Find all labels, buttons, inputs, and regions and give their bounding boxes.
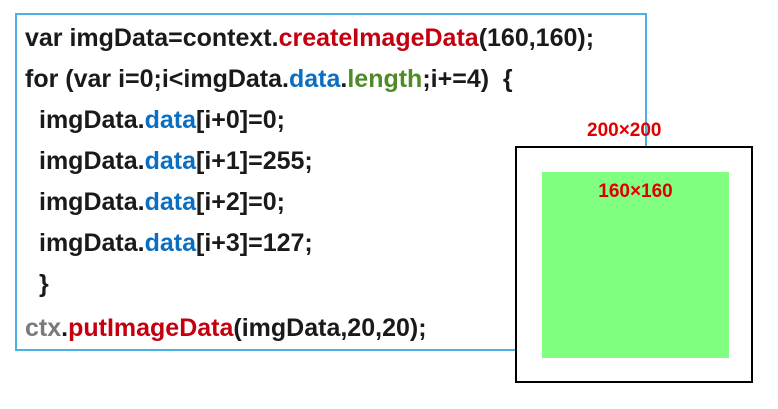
code-token: .: [61, 314, 69, 342]
canvas-size-label: 200×200: [587, 120, 662, 141]
code-token-property: data: [144, 106, 196, 134]
code-token-method: createImageData: [278, 24, 479, 52]
code-line-3: imgData.data[i+0]=0;: [39, 105, 285, 135]
code-token: [i+0]=0;: [196, 106, 285, 134]
code-line-1: var imgData=context.createImageData(160,…: [25, 23, 594, 53]
code-token: imgData.: [39, 147, 145, 175]
code-line-6: imgData.data[i+3]=127;: [39, 228, 313, 258]
code-token-property: data: [144, 188, 196, 216]
code-token: for (var i=0;i<imgData.: [25, 65, 289, 93]
code-token: [i+3]=127;: [196, 229, 313, 257]
canvas-preview: 160×160: [515, 146, 753, 383]
code-line-5: imgData.data[i+2]=0;: [39, 187, 285, 217]
code-token-ctx: ctx: [25, 314, 62, 342]
code-token: imgData.: [39, 229, 145, 257]
code-token: }: [39, 270, 49, 298]
code-line-8: ctx.putImageData(imgData,20,20);: [25, 313, 427, 343]
code-token: imgData.: [39, 188, 145, 216]
code-line-4: imgData.data[i+1]=255;: [39, 146, 313, 176]
image-data-size-label: 160×160: [598, 181, 673, 202]
code-token-property: data: [288, 65, 341, 93]
code-token: ;i+=4) {: [422, 65, 513, 93]
code-token-length: length: [347, 65, 423, 93]
code-token: (160,160);: [478, 24, 595, 52]
code-line-2: for (var i=0;i<imgData.data.length;i+=4)…: [25, 64, 513, 94]
code-token: .: [340, 65, 348, 93]
code-token: var imgData=context.: [25, 24, 279, 52]
code-token: imgData.: [39, 106, 145, 134]
code-token-property: data: [144, 229, 196, 257]
image-data-fill: 160×160: [542, 172, 729, 358]
code-token-method: putImageData: [68, 314, 234, 342]
code-token: (imgData,20,20);: [233, 314, 427, 342]
code-token-property: data: [144, 147, 196, 175]
code-line-7: }: [39, 269, 49, 299]
code-token: [i+2]=0;: [196, 188, 285, 216]
code-token: [i+1]=255;: [196, 147, 313, 175]
